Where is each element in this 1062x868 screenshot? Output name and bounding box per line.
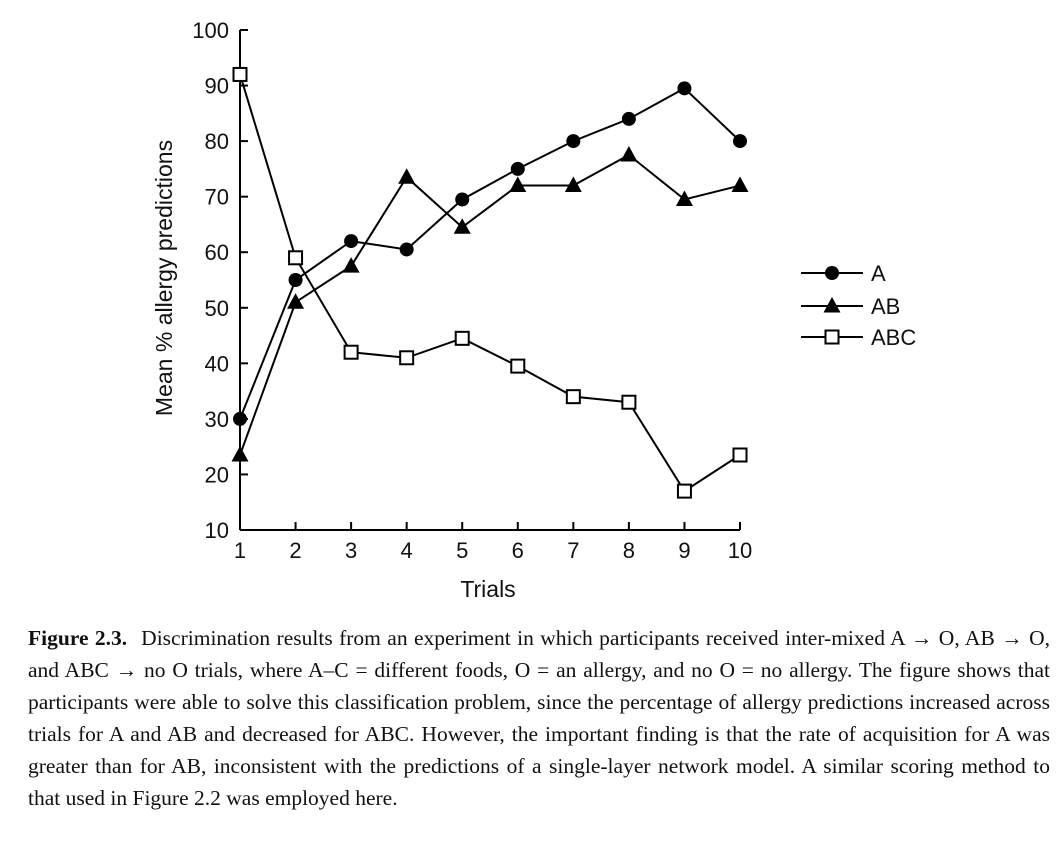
series-abc-point xyxy=(399,350,415,366)
series-ab-point xyxy=(564,176,582,193)
x-tick-label: 9 xyxy=(678,538,690,563)
series-abc-point xyxy=(288,250,304,266)
legend-a-marker xyxy=(825,266,839,280)
series-abc xyxy=(232,66,748,499)
x-tick-label: 7 xyxy=(567,538,579,563)
series-a-point xyxy=(344,234,359,249)
series-abc-point xyxy=(676,483,692,499)
x-tick-label: 4 xyxy=(401,538,413,563)
series-abc-point xyxy=(343,344,359,360)
y-tick-label: 50 xyxy=(205,296,229,321)
series-a-point xyxy=(621,111,636,126)
series-abc-point xyxy=(454,330,470,346)
legend-abc-label: ABC xyxy=(871,325,916,350)
figure-caption: Figure 2.3. Discrimination results from a… xyxy=(28,622,1050,814)
series-a-point xyxy=(510,161,525,176)
series-ab-point xyxy=(620,146,638,162)
y-tick-label: 100 xyxy=(192,18,229,43)
legend-ab-label: AB xyxy=(871,294,900,319)
series-ab-point xyxy=(509,176,527,193)
y-axis-title: Mean % allergy predictions xyxy=(151,140,177,416)
series-ab-point xyxy=(398,168,416,184)
series-abc-point xyxy=(621,394,637,410)
figure-caption-label: Figure 2.3. xyxy=(28,626,128,650)
series-abc-point xyxy=(565,389,581,405)
series-ab xyxy=(231,146,749,462)
series-ab-point xyxy=(231,446,249,462)
series-a-line xyxy=(239,87,741,420)
series-a xyxy=(233,81,747,426)
y-tick-label: 30 xyxy=(205,407,229,432)
series-a-point xyxy=(288,273,303,287)
x-tick-label: 10 xyxy=(728,538,752,563)
series-ab-point xyxy=(342,257,360,273)
series-ab-point xyxy=(453,218,471,234)
y-tick-label: 80 xyxy=(205,129,229,154)
x-tick-label: 6 xyxy=(512,538,524,563)
y-tick-label: 40 xyxy=(205,351,229,376)
figure-caption-text: Discrimination results from an experimen… xyxy=(28,626,1051,810)
y-tick-label: 70 xyxy=(205,185,229,210)
chart-axes: 10 20 30 40 50 60 70 80 90 100 1 2 3 4 5 6 7 8 9 10 xyxy=(192,18,752,563)
chart-series xyxy=(231,66,749,499)
x-tick-label: 8 xyxy=(623,538,635,563)
series-ab-line xyxy=(239,153,741,456)
series-a-point xyxy=(399,242,414,257)
series-abc-point xyxy=(732,447,748,463)
series-a-point xyxy=(455,192,470,207)
x-tick-label: 1 xyxy=(234,538,246,563)
x-tick-label: 2 xyxy=(289,538,301,563)
series-abc-point xyxy=(232,66,248,82)
series-abc-line xyxy=(239,74,741,493)
legend-abc-marker xyxy=(824,329,840,345)
series-abc-point xyxy=(510,358,526,374)
series-ab-point xyxy=(287,293,305,309)
y-tick-label: 10 xyxy=(205,518,229,543)
series-a-point xyxy=(677,81,692,96)
y-tick-label: 20 xyxy=(205,462,229,487)
legend-a-label: A xyxy=(871,261,886,286)
y-tick-label: 60 xyxy=(205,240,229,265)
chart-legend: A AB ABC xyxy=(801,261,916,350)
series-a-point xyxy=(566,134,581,149)
x-tick-label: 5 xyxy=(456,538,468,563)
legend-ab-marker xyxy=(823,297,841,313)
x-tick-label: 3 xyxy=(345,538,357,563)
y-tick-label: 90 xyxy=(205,74,229,99)
series-a-point xyxy=(233,411,247,426)
series-a-point xyxy=(733,134,747,149)
series-ab-point xyxy=(731,176,749,193)
series-ab-point xyxy=(675,190,693,206)
x-axis-title: Trials xyxy=(460,576,515,602)
